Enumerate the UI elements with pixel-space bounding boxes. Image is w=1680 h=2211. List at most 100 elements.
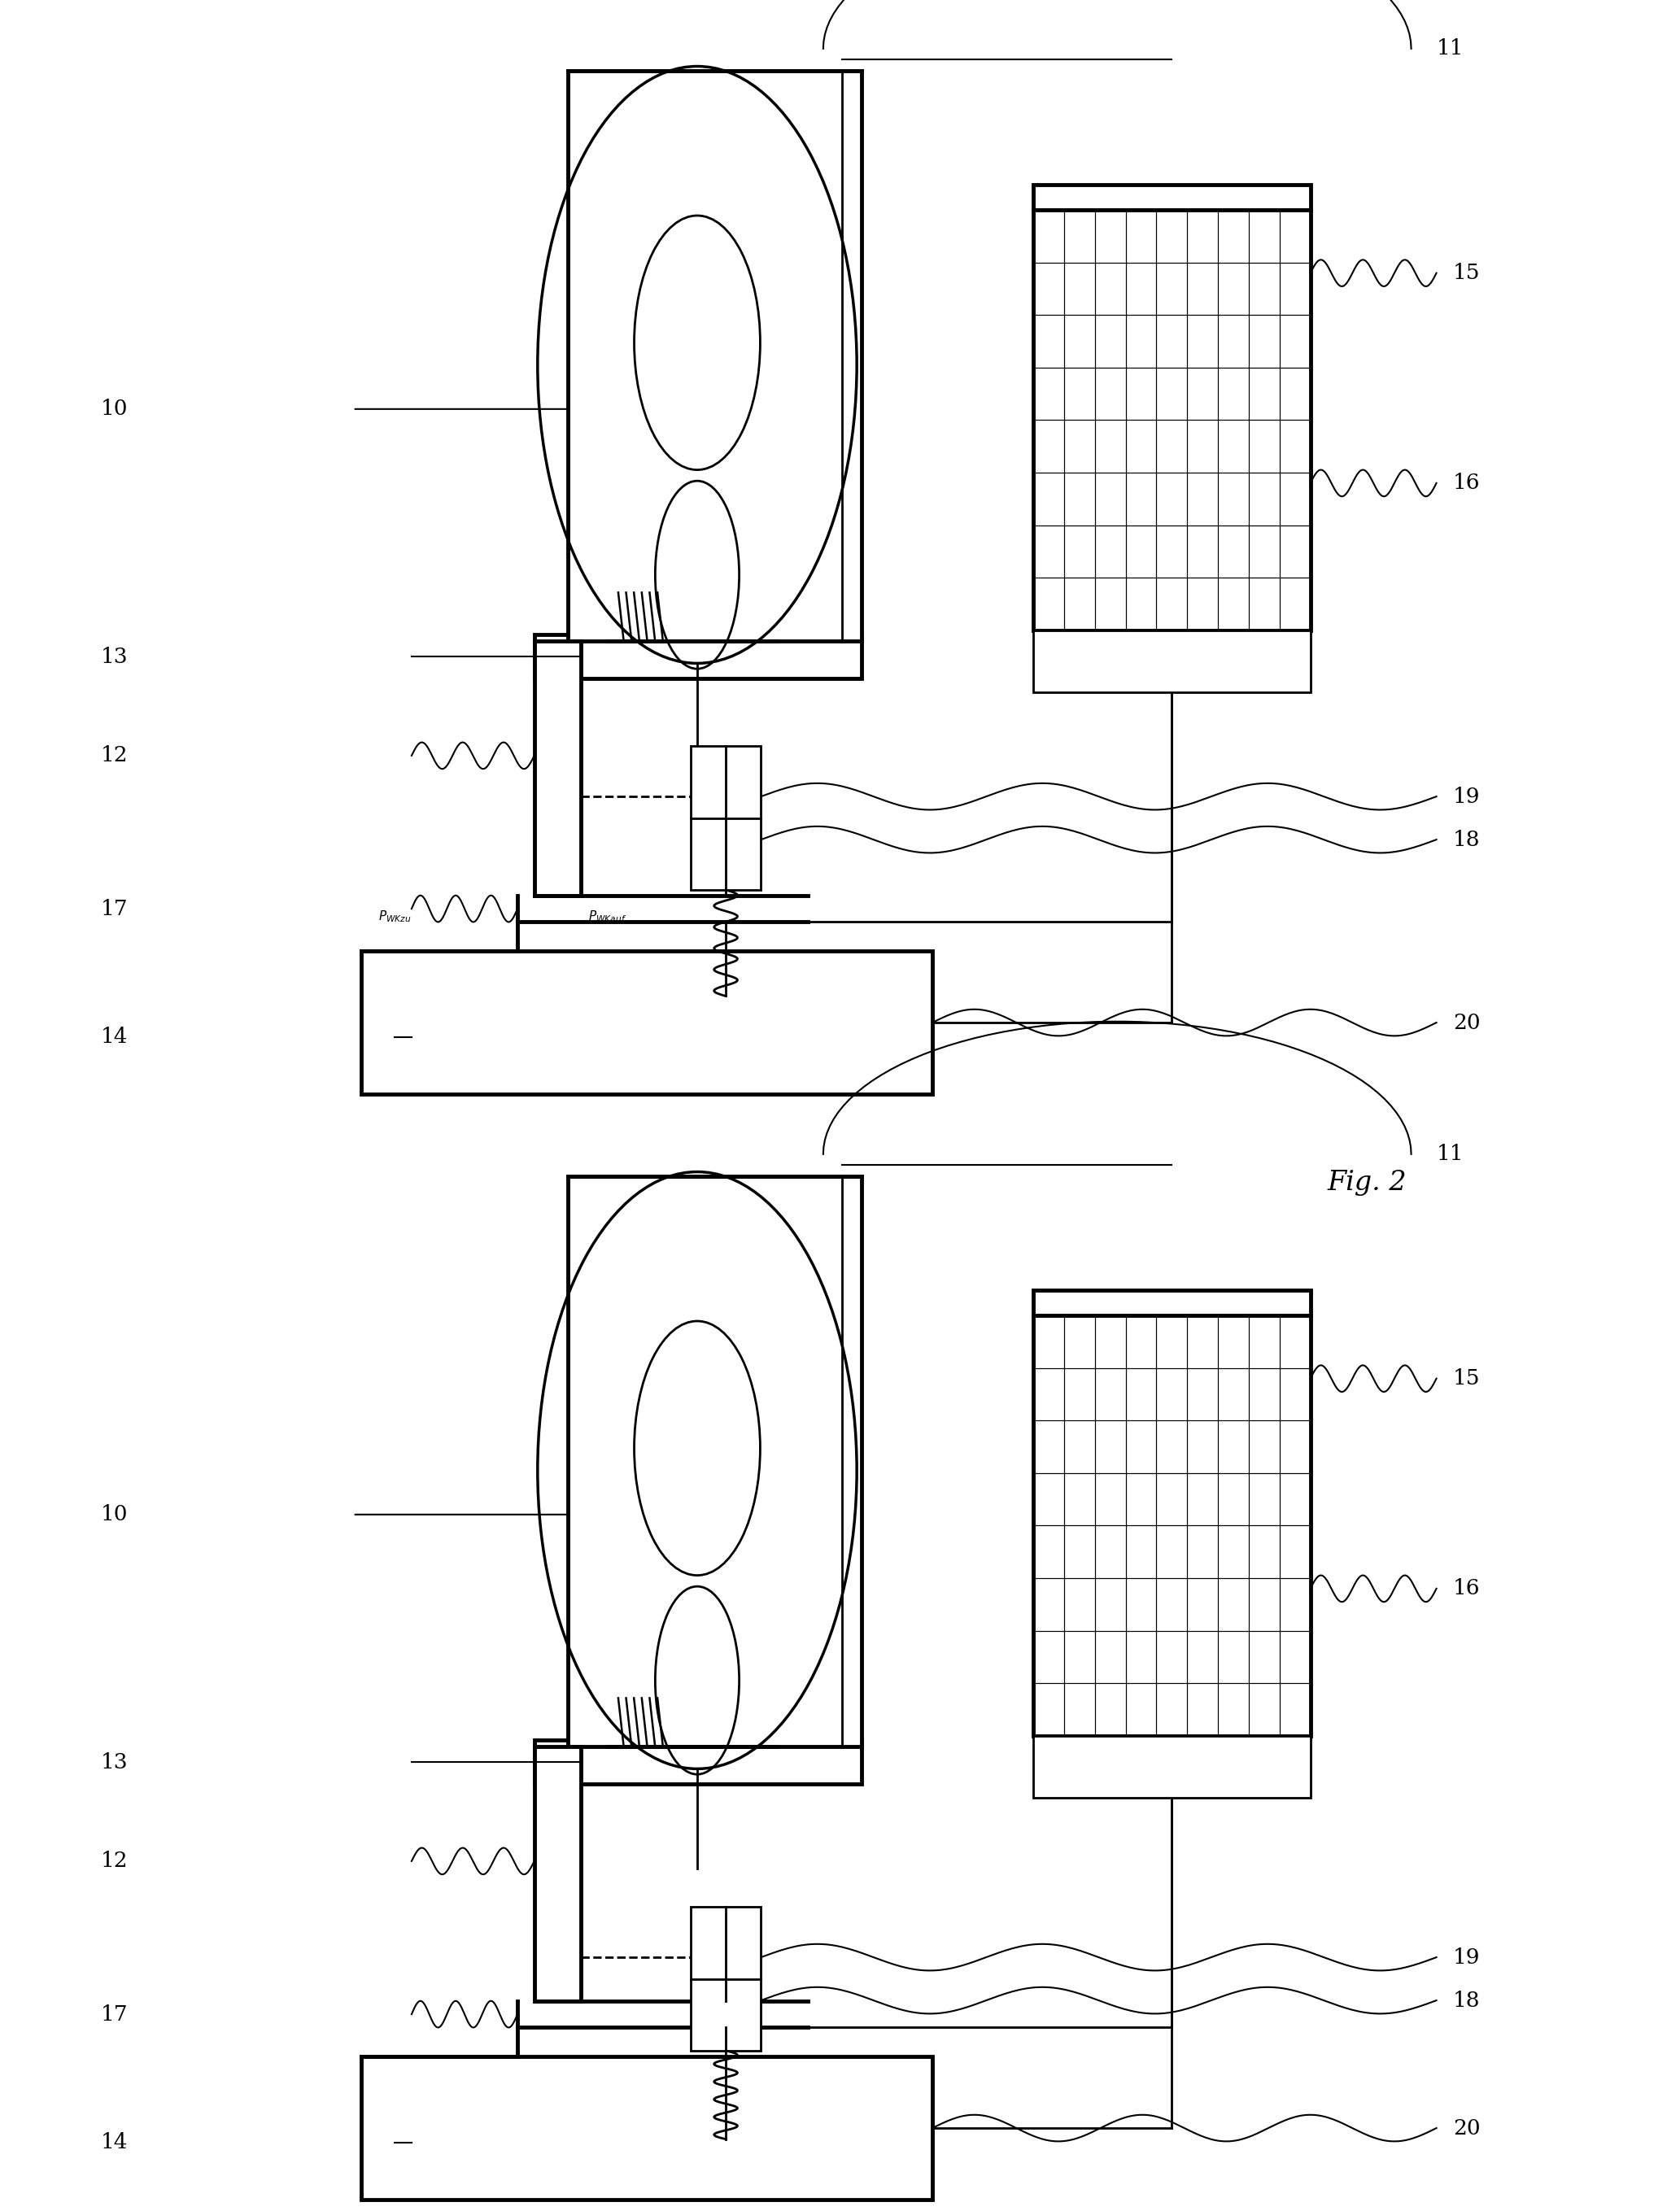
Text: $P_{WKauf}$: $P_{WKauf}$ [682,2167,721,2180]
Bar [1218,263,1248,316]
Bar [534,635,862,679]
Text: 18: 18 [1453,829,1480,849]
Bar [1188,1632,1218,1683]
Bar [1063,1422,1095,1473]
Bar [1156,420,1188,473]
Bar [1280,1526,1310,1579]
Bar [1033,1316,1063,1369]
Text: 10: 10 [101,1503,128,1526]
Bar [1218,1422,1248,1473]
Bar [1280,1422,1310,1473]
Bar [1218,1632,1248,1683]
Bar [1280,1369,1310,1422]
Bar [1188,1316,1218,1369]
Bar [1095,1473,1126,1526]
Bar [1218,473,1248,526]
Bar [1218,314,1248,367]
Bar [1126,314,1156,367]
Text: 19: 19 [1453,787,1480,807]
Text: 17: 17 [101,898,128,920]
Bar [1126,473,1156,526]
Bar [1033,186,1310,210]
Bar [1188,524,1218,577]
Bar [1126,1316,1156,1369]
Bar [1063,1526,1095,1579]
Text: $P_{WKauf}$: $P_{WKauf}$ [588,909,627,924]
Text: $P_{WKzu}$: $P_{WKzu}$ [378,909,412,924]
Text: 20: 20 [1453,2118,1480,2138]
Bar [1280,1579,1310,1632]
Bar [1095,420,1126,473]
Ellipse shape [633,217,759,469]
Bar [1218,524,1248,577]
Bar [1063,1632,1095,1683]
Bar [1095,473,1126,526]
Text: 14: 14 [101,2131,128,2154]
Bar [1248,1683,1280,1736]
Bar [1095,367,1126,420]
Bar [1248,1369,1280,1422]
Bar [1033,1291,1310,1316]
Bar [1063,1473,1095,1526]
Bar [1280,263,1310,316]
Bar [1218,577,1248,630]
Bar [1280,367,1310,420]
Bar [568,71,862,641]
Bar [1156,1632,1188,1683]
Bar [1248,577,1280,630]
Bar [1248,1422,1280,1473]
Bar [1063,1683,1095,1736]
Bar [1156,263,1188,316]
Bar [1033,1369,1063,1422]
Bar [1248,263,1280,316]
Text: 18: 18 [1453,1990,1480,2010]
Bar [1033,210,1310,630]
Bar [1095,210,1126,263]
Bar [1280,473,1310,526]
Bar [1156,314,1188,367]
Bar [1156,1579,1188,1632]
Bar [1033,577,1063,630]
Bar [1126,577,1156,630]
Bar [1156,524,1188,577]
Bar [1033,1422,1063,1473]
Bar [1248,1473,1280,1526]
Text: 13: 13 [101,646,128,668]
Text: 13: 13 [101,1751,128,1773]
Bar [1156,1422,1188,1473]
Bar [1033,1736,1310,1798]
Bar [1248,473,1280,526]
Bar [1218,1579,1248,1632]
Bar [1248,420,1280,473]
Ellipse shape [633,1322,759,1574]
Text: 20: 20 [1453,1013,1480,1033]
Bar [1063,473,1095,526]
Bar [1033,263,1063,316]
Bar [1156,367,1188,420]
Bar [1188,1422,1218,1473]
Bar [1063,263,1095,316]
Bar [1033,1579,1063,1632]
Text: 15: 15 [1453,1369,1480,1389]
Bar [1126,1422,1156,1473]
Bar [1126,1683,1156,1736]
Bar [1188,1683,1218,1736]
Bar [690,1906,761,2052]
Bar [1126,420,1156,473]
Bar [1248,524,1280,577]
Bar [1156,577,1188,630]
Bar [1126,1579,1156,1632]
Bar [1218,1473,1248,1526]
Text: 17: 17 [101,2003,128,2025]
Bar [1248,1632,1280,1683]
Bar [1095,314,1126,367]
Bar [1095,524,1126,577]
Bar [1126,1473,1156,1526]
Bar [1280,577,1310,630]
Bar [1156,210,1188,263]
Bar [1248,1316,1280,1369]
Bar [1033,210,1063,263]
Bar [1126,1369,1156,1422]
Bar [1248,210,1280,263]
Bar [1188,1526,1218,1579]
